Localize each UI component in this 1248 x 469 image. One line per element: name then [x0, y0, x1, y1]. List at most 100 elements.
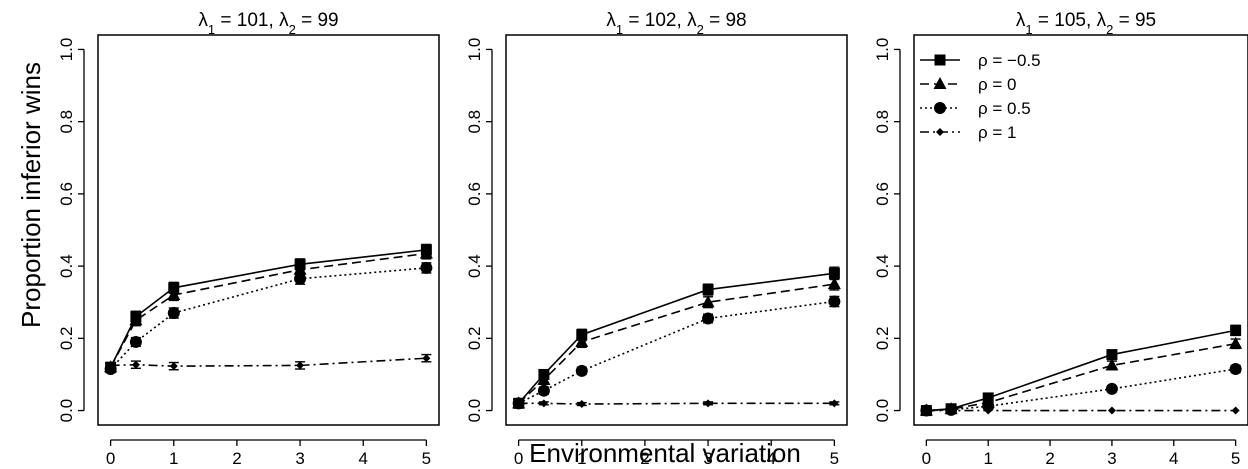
series-line — [926, 329, 1236, 412]
y-tick-label: 0.6 — [873, 182, 892, 206]
x-tick-label: 0 — [922, 449, 931, 468]
legend-label: ρ = 0 — [978, 75, 1017, 94]
y-tick-label: 0.4 — [465, 254, 484, 278]
data-point — [106, 361, 115, 370]
data-point — [1107, 406, 1116, 415]
y-tick-label: 0.6 — [57, 182, 76, 206]
data-point — [167, 288, 181, 300]
data-point — [294, 272, 307, 285]
legend-marker — [934, 102, 946, 114]
data-point — [1229, 336, 1243, 349]
x-tick-label: 0 — [106, 449, 115, 468]
x-tick-label: 1 — [983, 449, 992, 468]
legend: ρ = −0.5 ρ = 0 ρ = 0.5 ρ = 1 — [920, 51, 1041, 142]
x-tick-label: 2 — [1045, 449, 1054, 468]
series-2 — [104, 246, 433, 373]
series-4 — [513, 399, 840, 409]
series-line — [518, 402, 835, 405]
data-point — [702, 312, 715, 325]
title-part-2: = 101, — [215, 10, 279, 31]
data-point — [1105, 382, 1118, 395]
series-line — [110, 267, 427, 370]
x-tick-label: 4 — [358, 449, 367, 468]
panel-title: λ1 = 102, λ2 = 98 — [606, 10, 746, 37]
title-part-0: λ — [1016, 10, 1026, 31]
series-line — [518, 283, 835, 404]
title-part-0: λ — [606, 10, 616, 31]
x-axis-label: Environmental variation — [529, 438, 801, 468]
chart-panel-2: λ1 = 102, λ2 = 980 1 2 3 4 50.00.20.40.60.81.… — [465, 10, 848, 468]
y-tick-label: 0.8 — [57, 110, 76, 134]
title-part-5: = 95 — [1113, 10, 1156, 31]
title-part-1: 1 — [1025, 22, 1032, 37]
x-tick-label: 5 — [1231, 449, 1240, 468]
data-point — [701, 295, 715, 308]
x-tick-label: 3 — [1107, 449, 1116, 468]
x-tick-label: 3 — [703, 449, 712, 468]
data-point — [537, 384, 550, 397]
legend-label: ρ = 0.5 — [978, 99, 1031, 118]
y-tick-label: 0.8 — [873, 110, 892, 134]
data-point — [514, 399, 523, 408]
data-point — [169, 362, 178, 371]
series-line — [518, 272, 835, 404]
title-part-3: λ — [687, 10, 697, 31]
y-axis-label: Proportion inferior wins — [16, 62, 46, 328]
data-point — [1231, 406, 1240, 415]
series-line — [926, 368, 1236, 412]
legend-marker — [934, 54, 946, 66]
legend-marker — [933, 77, 947, 89]
y-tick-label: 0.6 — [465, 182, 484, 206]
series-3 — [104, 261, 433, 376]
data-point — [922, 406, 931, 415]
data-point — [830, 399, 839, 408]
data-point — [702, 284, 714, 296]
series-2 — [512, 277, 841, 409]
data-point — [296, 361, 305, 370]
plot-frame — [913, 34, 1248, 426]
data-point — [827, 277, 841, 290]
title-part-5: = 98 — [704, 10, 747, 31]
series-4 — [922, 406, 1240, 415]
title-part-1: 1 — [208, 22, 215, 37]
data-point — [537, 372, 551, 385]
data-point — [420, 261, 433, 274]
title-part-2: = 105, — [1033, 10, 1097, 31]
data-point — [576, 329, 588, 341]
y-tick-label: 0.0 — [873, 399, 892, 423]
x-tick-label: 5 — [830, 449, 839, 468]
legend-label: ρ = −0.5 — [978, 51, 1041, 70]
data-point — [828, 295, 841, 308]
data-point — [984, 406, 993, 415]
data-point — [539, 399, 548, 408]
y-tick-label: 0.2 — [465, 327, 484, 351]
title-part-1: 1 — [616, 22, 623, 37]
data-point — [167, 307, 180, 320]
data-point — [419, 246, 433, 259]
y-tick-label: 0.8 — [465, 110, 484, 134]
title-part-0: λ — [198, 10, 208, 31]
series-line — [109, 249, 427, 368]
x-tick-label: 2 — [640, 449, 649, 468]
panel-title: λ1 = 105, λ2 = 95 — [1016, 10, 1156, 37]
data-point — [129, 335, 142, 348]
x-tick-label: 4 — [766, 449, 775, 468]
data-point — [1106, 349, 1118, 361]
x-tick-label: 0 — [514, 449, 523, 468]
title-part-2: = 102, — [623, 10, 687, 31]
data-point — [982, 400, 995, 413]
legend-label: ρ = 1 — [978, 123, 1017, 142]
data-point — [1229, 363, 1242, 376]
x-tick-label: 4 — [1169, 449, 1178, 468]
series-3 — [920, 363, 1242, 417]
panel-title: λ1 = 101, λ2 = 99 — [198, 10, 338, 37]
y-tick-label: 0.2 — [873, 327, 892, 351]
data-point — [168, 282, 180, 294]
y-tick-label: 0.4 — [57, 254, 76, 278]
data-point — [131, 360, 140, 369]
data-point — [947, 406, 956, 415]
plot-frame — [505, 34, 848, 426]
panels: λ1 = 101, λ2 = 99 0 1 2 3 4 5 0.0 0.2 0.4 0.6 0.8 1.… — [57, 10, 1248, 468]
y-tick-label: 1.0 — [873, 38, 892, 62]
title-part-3: λ — [1097, 10, 1107, 31]
